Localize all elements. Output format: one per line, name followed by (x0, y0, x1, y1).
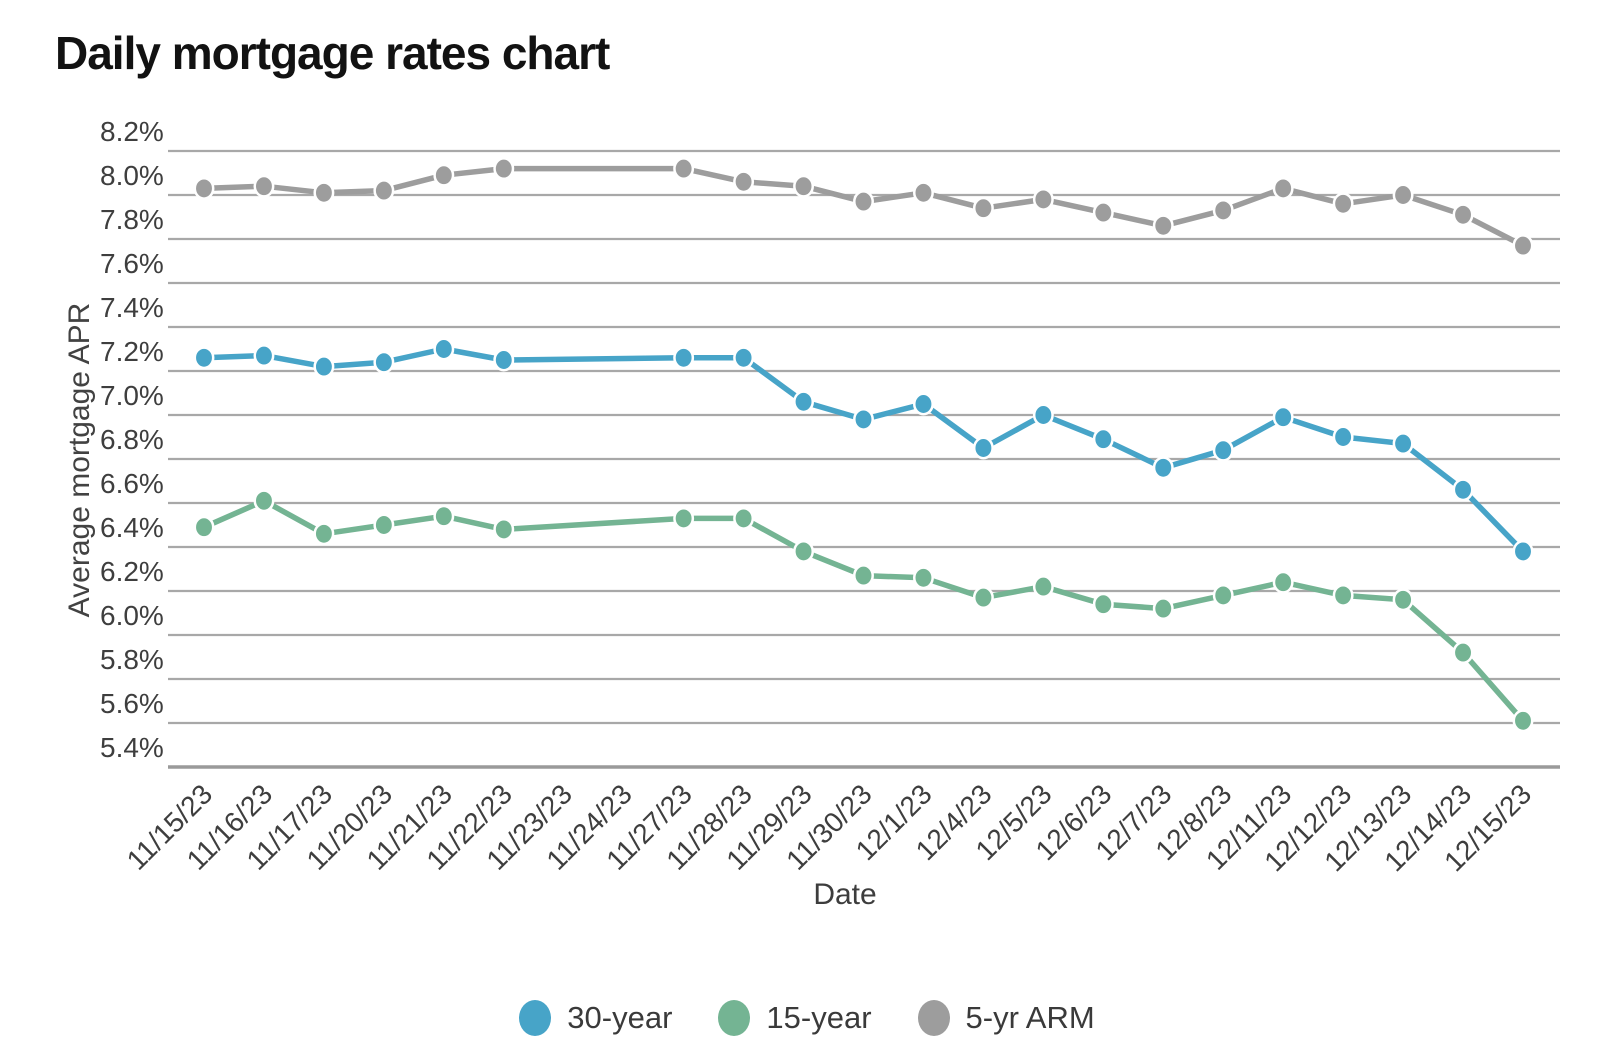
legend-swatch-5yr-arm-icon (917, 1000, 950, 1036)
data-point-30-year-11/22/23 (493, 348, 515, 372)
data-point-30-year-11/15/23 (193, 346, 215, 370)
data-point-15-year-12/15/23 (1512, 709, 1534, 733)
data-point-5-yr ARM-12/4/23 (972, 196, 994, 220)
data-point-30-year-12/7/23 (1152, 456, 1174, 480)
data-point-30-year-11/17/23 (313, 355, 335, 379)
data-point-15-year-11/17/23 (313, 522, 335, 546)
data-point-15-year-11/29/23 (793, 539, 814, 563)
data-point-5-yr ARM-11/29/23 (793, 174, 814, 198)
legend-swatch-15-year-icon (718, 1000, 751, 1036)
data-point-30-year-11/30/23 (853, 407, 874, 431)
y-tick-label: 6.2% (100, 556, 164, 587)
y-tick-label: 7.0% (100, 380, 164, 411)
data-point-30-year-12/4/23 (972, 436, 994, 460)
data-point-15-year-12/12/23 (1332, 583, 1354, 607)
data-point-5-yr ARM-11/16/23 (253, 174, 275, 198)
data-point-15-year-12/4/23 (972, 586, 994, 610)
y-tick-label: 6.0% (100, 600, 164, 631)
x-axis-title: Date (813, 878, 877, 911)
data-point-5-yr ARM-11/28/23 (733, 170, 755, 194)
data-point-15-year-12/8/23 (1212, 583, 1234, 607)
data-point-15-year-11/16/23 (253, 489, 275, 513)
data-point-5-yr ARM-12/6/23 (1092, 201, 1114, 225)
data-point-30-year-11/29/23 (793, 390, 814, 414)
data-point-5-yr ARM-12/12/23 (1332, 192, 1354, 216)
y-tick-label: 7.4% (100, 292, 164, 323)
y-tick-label: 8.0% (100, 160, 164, 191)
data-point-30-year-12/6/23 (1092, 427, 1114, 451)
data-point-30-year-12/11/23 (1272, 405, 1294, 429)
data-point-15-year-11/20/23 (373, 513, 395, 537)
legend-item-5yr-arm[interactable]: 5-yr ARM (917, 1000, 1095, 1036)
data-point-15-year-11/28/23 (733, 506, 755, 530)
y-tick-label: 5.4% (100, 732, 164, 763)
y-tick-label: 6.6% (100, 468, 164, 499)
data-point-5-yr ARM-12/11/23 (1272, 176, 1294, 200)
data-point-15-year-11/30/23 (853, 564, 874, 588)
y-tick-label: 7.2% (100, 336, 164, 367)
data-point-30-year-11/16/23 (253, 344, 275, 368)
y-tick-label: 5.8% (100, 644, 164, 675)
data-point-30-year-11/21/23 (433, 337, 455, 361)
legend-label-15-year: 15-year (766, 1000, 872, 1035)
y-tick-label: 6.8% (100, 424, 164, 455)
data-point-5-yr ARM-12/1/23 (913, 181, 934, 205)
data-point-30-year-12/1/23 (913, 392, 934, 416)
data-point-30-year-12/14/23 (1452, 478, 1474, 502)
series-line-15-year (202, 498, 1526, 723)
y-tick-label: 8.2% (100, 116, 164, 147)
y-tick-label: 5.6% (100, 688, 164, 719)
y-tick-label: 7.6% (100, 248, 164, 279)
data-point-15-year-12/13/23 (1392, 588, 1414, 612)
data-point-15-year-11/22/23 (493, 517, 515, 541)
data-point-30-year-11/28/23 (733, 346, 755, 370)
chart-legend: 30-year 15-year 5-yr ARM (0, 1000, 1614, 1036)
y-tick-label: 6.4% (100, 512, 164, 543)
data-point-5-yr ARM-11/20/23 (373, 179, 395, 203)
data-point-5-yr ARM-12/8/23 (1212, 198, 1234, 222)
legend-swatch-30-year-icon (519, 1000, 552, 1036)
data-point-30-year-11/20/23 (373, 350, 395, 374)
data-point-15-year-12/11/23 (1272, 570, 1294, 594)
data-point-5-yr ARM-11/27/23 (673, 157, 695, 181)
data-point-5-yr ARM-11/22/23 (493, 157, 515, 181)
data-point-15-year-11/27/23 (673, 506, 695, 530)
data-point-5-yr ARM-12/14/23 (1452, 203, 1474, 227)
data-point-15-year-11/15/23 (193, 515, 215, 539)
data-point-5-yr ARM-11/21/23 (433, 163, 455, 187)
data-point-15-year-12/14/23 (1452, 641, 1474, 665)
y-tick-label: 7.8% (100, 204, 164, 235)
data-point-5-yr ARM-11/15/23 (193, 176, 215, 200)
chart-title: Daily mortgage rates chart (55, 27, 610, 79)
legend-label-30-year: 30-year (567, 1000, 673, 1035)
data-point-30-year-12/8/23 (1212, 438, 1234, 462)
data-point-5-yr ARM-12/13/23 (1392, 183, 1414, 207)
data-point-30-year-12/12/23 (1332, 425, 1354, 449)
data-point-30-year-12/5/23 (1032, 403, 1054, 427)
legend-label-5yr-arm: 5-yr ARM (965, 1000, 1095, 1035)
data-point-5-yr ARM-12/5/23 (1032, 187, 1054, 211)
data-point-15-year-12/1/23 (913, 566, 934, 590)
legend-item-30-year[interactable]: 30-year (519, 1000, 672, 1036)
data-point-5-yr ARM-12/7/23 (1152, 214, 1174, 238)
data-point-30-year-11/27/23 (673, 346, 695, 370)
data-point-15-year-12/7/23 (1152, 597, 1174, 621)
data-point-30-year-12/15/23 (1512, 539, 1534, 563)
data-point-15-year-12/6/23 (1092, 592, 1114, 616)
data-point-15-year-12/5/23 (1032, 575, 1054, 599)
data-point-5-yr ARM-12/15/23 (1512, 234, 1534, 258)
data-point-30-year-12/13/23 (1392, 432, 1414, 456)
data-point-5-yr ARM-11/30/23 (853, 190, 874, 214)
data-point-15-year-11/21/23 (433, 504, 455, 528)
data-point-5-yr ARM-11/17/23 (313, 181, 335, 205)
legend-item-15-year[interactable]: 15-year (718, 1000, 872, 1036)
